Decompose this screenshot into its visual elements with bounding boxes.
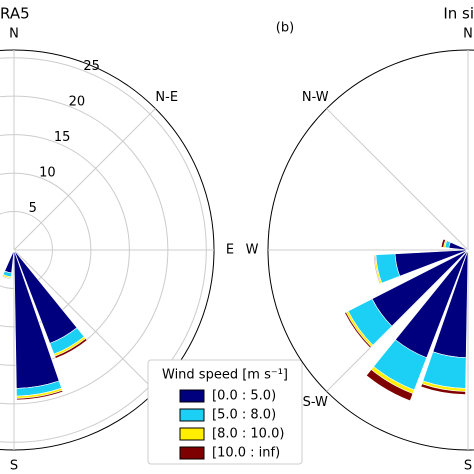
chart-title: In si <box>443 5 474 23</box>
grid-spoke <box>326 108 469 251</box>
legend-title: Wind speed [m s⁻¹] <box>162 368 288 383</box>
direction-label: W <box>246 243 259 258</box>
r-tick-label: 15 <box>54 130 71 145</box>
r-tick-label: 10 <box>39 165 56 180</box>
chart-title: RA5 <box>0 5 30 23</box>
grid-spoke <box>13 249 156 392</box>
legend-label: [0.0 : 5.0) <box>212 389 276 404</box>
direction-label: N-E <box>155 90 178 105</box>
polar-axes <box>0 49 215 451</box>
wind-bar <box>344 311 372 349</box>
direction-label: E <box>226 243 234 258</box>
legend-label: [5.0 : 8.0) <box>212 408 276 423</box>
r-tick-label: 5 <box>29 201 37 216</box>
direction-label: S <box>464 459 472 474</box>
wind-bar <box>54 338 88 359</box>
r-tick-label: 25 <box>83 59 100 74</box>
legend-label: [8.0 : 10.0) <box>212 427 284 442</box>
legend-swatch <box>179 427 205 441</box>
wind-bar <box>16 389 64 401</box>
panel-label: (b) <box>276 21 294 36</box>
direction-label: N <box>463 27 473 42</box>
wind-bar <box>448 241 469 251</box>
direction-label: S-W <box>303 395 328 410</box>
direction-label: S <box>10 459 18 474</box>
legend-swatch <box>179 408 205 422</box>
wind-bar <box>373 254 381 285</box>
legend-swatch <box>179 446 205 460</box>
wind-bar <box>4 249 15 274</box>
legend-swatch <box>179 389 205 403</box>
direction-label: N-W <box>302 90 329 105</box>
legend-label: [10.0 : inf) <box>212 446 280 461</box>
wind-bar <box>365 369 414 402</box>
wind-bar <box>1 275 12 280</box>
wind-bar <box>440 238 446 248</box>
wind-bar <box>420 383 466 395</box>
legend: Wind speed [m s⁻¹] [0.0 : 5.0) [5.0 : 8.0)… <box>147 359 303 465</box>
grid-spoke <box>13 108 156 251</box>
direction-label: N <box>9 27 19 42</box>
r-tick-label: 20 <box>69 94 86 109</box>
